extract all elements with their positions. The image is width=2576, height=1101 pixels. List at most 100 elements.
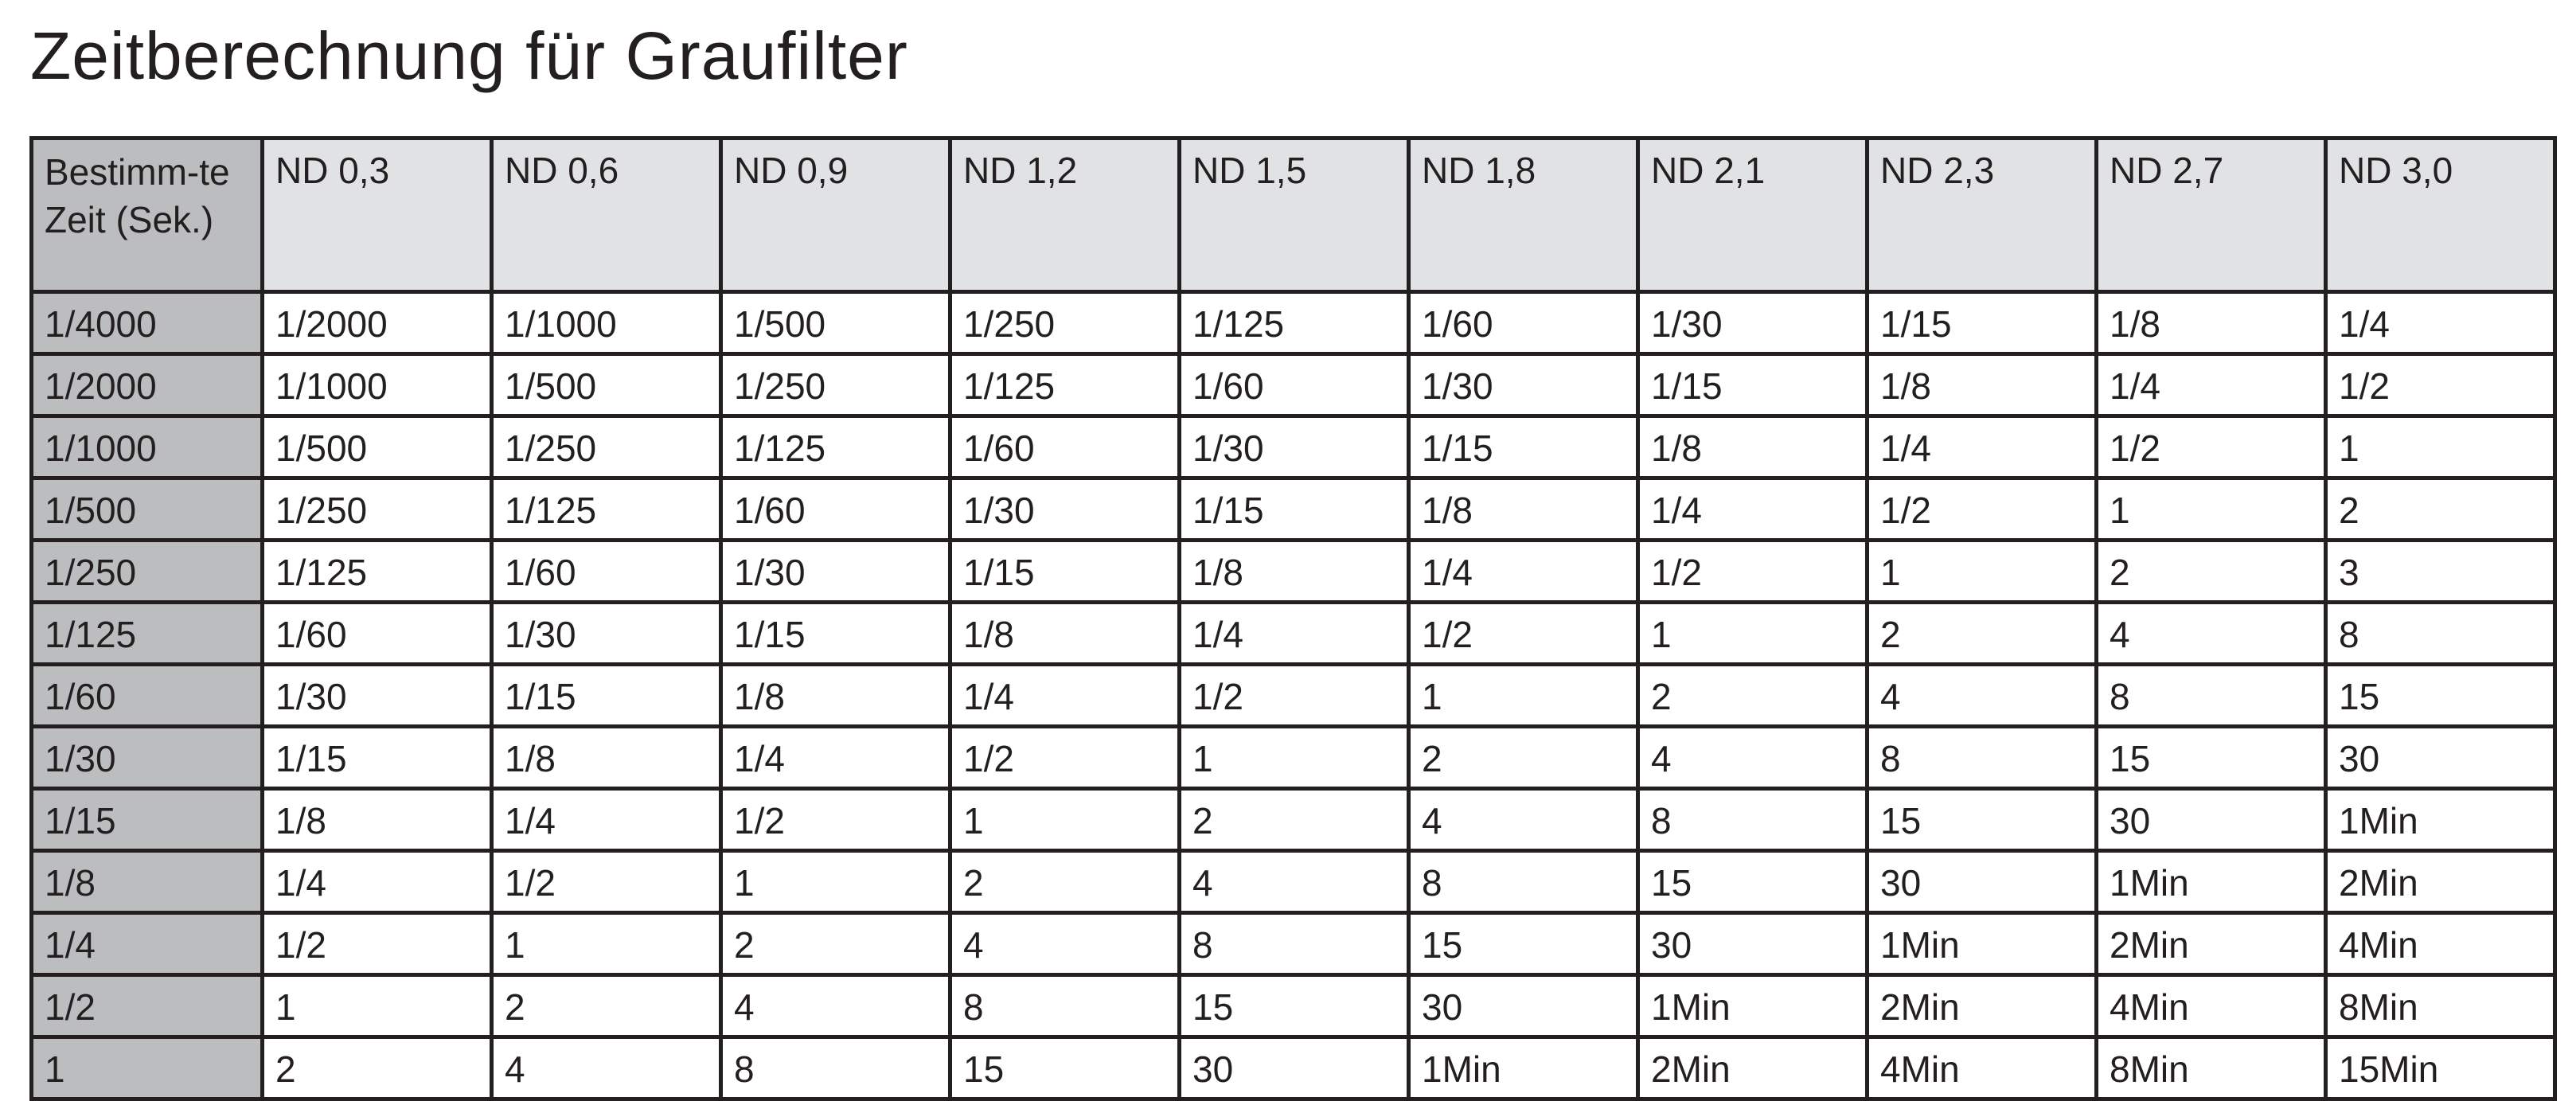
- table-cell: 4: [490, 1035, 723, 1101]
- table-cell: 1/2: [490, 849, 723, 915]
- table-cell: 1/15: [1407, 414, 1640, 480]
- row-header-time: 1/2: [29, 973, 264, 1039]
- table-cell: 1Min: [1865, 911, 2098, 977]
- row-header-time: 1/30: [29, 724, 264, 791]
- table-cell: 1/60: [1407, 290, 1640, 356]
- table-cell: 3: [2324, 538, 2557, 604]
- table-row: 1/60 1/30 1/15 1/8 1/4 1/2 1 2 4 8 15: [29, 662, 2557, 728]
- table-cell: 8Min: [2094, 1035, 2328, 1101]
- table-cell: 1/8: [1407, 476, 1640, 542]
- table-cell: 4Min: [2324, 911, 2557, 977]
- column-header: ND 1,2: [948, 136, 1181, 294]
- table-cell: 1/30: [260, 662, 494, 728]
- table-cell: 4: [1177, 849, 1411, 915]
- table-cell: 1/2: [948, 724, 1181, 791]
- table-cell: 1/250: [490, 414, 723, 480]
- table-cell: 1: [1407, 662, 1640, 728]
- table-cell: 8: [2324, 600, 2557, 666]
- table-cell: 1/30: [1407, 352, 1640, 418]
- table-cell: 1/30: [1177, 414, 1411, 480]
- table-cell: 1: [948, 787, 1181, 853]
- table-cell: 1/15: [948, 538, 1181, 604]
- table-cell: 1/60: [490, 538, 723, 604]
- table-cell: 1/2: [1407, 600, 1640, 666]
- table-cell: 8: [1865, 724, 2098, 791]
- column-header: ND 0,3: [260, 136, 494, 294]
- table-cell: 1/15: [1636, 352, 1869, 418]
- table-row: 1/4000 1/2000 1/1000 1/500 1/250 1/125 1/60 1/3…: [29, 290, 2557, 356]
- table-cell: 1/4: [1407, 538, 1640, 604]
- table-cell: 4: [2094, 600, 2328, 666]
- row-header-time: 1/2000: [29, 352, 264, 418]
- table-cell: 8: [948, 973, 1181, 1039]
- table-cell: 1/4: [260, 849, 494, 915]
- table-cell: 1/4: [948, 662, 1181, 728]
- table-cell: 8: [1177, 911, 1411, 977]
- table-cell: 1/8: [260, 787, 494, 853]
- table-cell: 1/250: [719, 352, 952, 418]
- table-row: 1/30 1/15 1/8 1/4 1/2 1 2 4 8 15 30: [29, 724, 2557, 791]
- table-cell: 1/8: [719, 662, 952, 728]
- table-cell: 2Min: [1865, 973, 2098, 1039]
- table-cell: 1/4: [2094, 352, 2328, 418]
- table-cell: 2Min: [1636, 1035, 1869, 1101]
- table-cell: 2: [1636, 662, 1869, 728]
- table-cell: 1/500: [490, 352, 723, 418]
- table-cell: 2Min: [2094, 911, 2328, 977]
- table-cell: 1: [1177, 724, 1411, 791]
- table-cell: 30: [1407, 973, 1640, 1039]
- table-cell: 1/30: [948, 476, 1181, 542]
- table-cell: 1/2: [719, 787, 952, 853]
- table-cell: 2: [719, 911, 952, 977]
- table-cell: 1/4: [1177, 600, 1411, 666]
- table-cell: 1/125: [260, 538, 494, 604]
- row-header-time: 1/125: [29, 600, 264, 666]
- row-header-time: 1/4000: [29, 290, 264, 356]
- table-cell: 1: [1865, 538, 2098, 604]
- table-cell: 8: [719, 1035, 952, 1101]
- table-cell: 1: [2324, 414, 2557, 480]
- column-header: ND 2,3: [1865, 136, 2098, 294]
- page-title: Zeitberechnung für Graufilter: [30, 18, 908, 93]
- column-header: ND 2,7: [2094, 136, 2328, 294]
- table-row: 1/1000 1/500 1/250 1/125 1/60 1/30 1/15 1/8 1/4 1…: [29, 414, 2557, 480]
- table-cell: 2: [1865, 600, 2098, 666]
- table-cell: 2: [2324, 476, 2557, 542]
- table-cell: 1/1000: [490, 290, 723, 356]
- table-cell: 1/8: [1636, 414, 1869, 480]
- table-cell: 4: [1407, 787, 1640, 853]
- table-cell: 30: [1177, 1035, 1411, 1101]
- table-cell: 1/4: [1865, 414, 2098, 480]
- column-header: ND 0,9: [719, 136, 952, 294]
- row-header-time: 1/60: [29, 662, 264, 728]
- table-cell: 1/4: [1636, 476, 1869, 542]
- table-row: 1 2 4 8 15 30 1Min 2Min 4Min 8Min 15Min: [29, 1035, 2557, 1101]
- table-cell: 15Min: [2324, 1035, 2557, 1101]
- column-header: ND 2,1: [1636, 136, 1869, 294]
- column-header: ND 0,6: [490, 136, 723, 294]
- table-cell: 1/250: [260, 476, 494, 542]
- table-cell: 1: [490, 911, 723, 977]
- column-header: ND 3,0: [2324, 136, 2557, 294]
- column-header: ND 1,5: [1177, 136, 1411, 294]
- table-cell: 1/2: [1636, 538, 1869, 604]
- table-cell: 1/2: [1865, 476, 2098, 542]
- table-cell: 2: [1407, 724, 1640, 791]
- table-cell: 1/60: [948, 414, 1181, 480]
- table-cell: 1Min: [1407, 1035, 1640, 1101]
- table-cell: 2: [260, 1035, 494, 1101]
- table-cell: 1/60: [719, 476, 952, 542]
- table-cell: 2: [948, 849, 1181, 915]
- table-cell: 4: [948, 911, 1181, 977]
- table-cell: 1Min: [1636, 973, 1869, 1039]
- row-header-time: 1/8: [29, 849, 264, 915]
- table-cell: 1/30: [719, 538, 952, 604]
- table-cell: 1/2000: [260, 290, 494, 356]
- table-cell: 30: [2094, 787, 2328, 853]
- table-cell: 1/125: [948, 352, 1181, 418]
- row-header-time: 1/1000: [29, 414, 264, 480]
- table-cell: 15: [2324, 662, 2557, 728]
- table-cell: 30: [1636, 911, 1869, 977]
- column-header: ND 1,8: [1407, 136, 1640, 294]
- table-cell: 4Min: [1865, 1035, 2098, 1101]
